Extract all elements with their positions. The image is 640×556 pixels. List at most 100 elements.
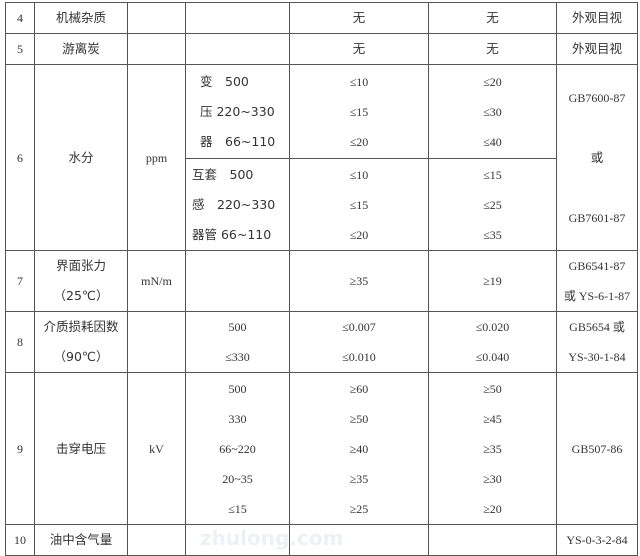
value-line: ≤25 bbox=[483, 197, 502, 212]
value-line: ≥35 bbox=[349, 471, 369, 486]
item-name: 击穿电压 bbox=[34, 372, 128, 525]
value-in-service: ≤20 ≤30 ≤40 bbox=[428, 64, 557, 159]
value-in-service: ≤0.020 ≤0.040 bbox=[428, 311, 557, 373]
value-new-oil bbox=[289, 524, 429, 556]
test-standard: GB507-86 bbox=[556, 372, 638, 525]
value-line: ≤0.010 bbox=[342, 350, 376, 364]
value-in-service: ≥19 bbox=[428, 250, 557, 312]
oil-quality-table: 4 机械杂质 无 无 外观目视 5 游离炭 无 无 外观目视 6 水分 ppm … bbox=[5, 2, 638, 556]
item-line: 介质损耗因数 bbox=[43, 319, 119, 334]
table-row: 10 油中含气量 YS-0-3-2-84 bbox=[5, 524, 638, 556]
standard-line: 或 bbox=[590, 149, 604, 165]
table-row: 5 游离炭 无 无 外观目视 bbox=[5, 33, 638, 65]
value-line: ≥45 bbox=[483, 411, 502, 426]
table-row: 9 击穿电压 kV 500 330 66~220 20~35 ≤15 ≥60 ≥… bbox=[5, 372, 638, 525]
condition-line: 66~220 bbox=[219, 441, 256, 456]
row-number: 7 bbox=[5, 250, 35, 312]
row-number: 9 bbox=[5, 372, 35, 525]
condition-line: 压 220~330 bbox=[200, 103, 275, 119]
row-number: 4 bbox=[5, 2, 35, 34]
table-row: 互套 500 感 220~330 器管 66~110 ≤10 ≤15 ≤20 ≤… bbox=[6, 158, 638, 251]
value-line: ≤20 bbox=[349, 134, 369, 149]
condition: 500 330 66~220 20~35 ≤15 bbox=[185, 372, 290, 525]
condition-transformer-bushing: 互套 500 感 220~330 器管 66~110 bbox=[185, 158, 290, 251]
value-in-service: 无 bbox=[428, 33, 557, 65]
value-in-service: ≤15 ≤25 ≤35 bbox=[428, 158, 557, 251]
condition-line: 器 66~110 bbox=[200, 133, 276, 149]
row-number: 5 bbox=[5, 33, 35, 65]
standard-line: GB6541-87 bbox=[568, 259, 626, 273]
unit: ppm bbox=[127, 64, 186, 251]
unit bbox=[127, 2, 186, 34]
unit: mN/m bbox=[127, 250, 186, 312]
value-line: ≥50 bbox=[483, 381, 502, 396]
condition-line: 器管 66~110 bbox=[192, 226, 272, 242]
table-row: 4 机械杂质 无 无 外观目视 bbox=[5, 2, 638, 34]
condition-line: 330 bbox=[228, 411, 247, 426]
item-name: 游离炭 bbox=[34, 33, 128, 65]
value-new-oil: 无 bbox=[289, 2, 429, 34]
condition bbox=[185, 250, 290, 312]
row-number: 10 bbox=[5, 524, 35, 556]
item-name: 介质损耗因数 （90℃） bbox=[34, 311, 128, 373]
item-name: 水分 bbox=[34, 64, 128, 251]
unit bbox=[127, 524, 186, 556]
value-line: ≤15 bbox=[349, 104, 369, 119]
item-line: （90℃） bbox=[53, 349, 109, 364]
value-line: ≤0.007 bbox=[342, 320, 376, 334]
condition bbox=[185, 524, 290, 556]
value-line: ≥50 bbox=[349, 411, 369, 426]
value-line: ≥40 bbox=[349, 441, 369, 456]
table-row: 7 界面张力 （25℃） mN/m ≥35 ≥19 GB6541-87 或 YS… bbox=[5, 250, 638, 312]
condition-line: 互套 500 bbox=[192, 166, 254, 182]
table-row: 8 介质损耗因数 （90℃） 500 ≤330 ≤0.007 ≤0.010 ≤0… bbox=[5, 311, 638, 373]
value-line: ≤0.040 bbox=[475, 350, 510, 364]
value-line: ≤10 bbox=[349, 74, 369, 89]
standard-line: GB7601-87 bbox=[568, 210, 626, 225]
item-line: （25℃） bbox=[53, 288, 109, 303]
value-line: ≤15 bbox=[483, 167, 502, 182]
test-standard: GB5654 或 YS-30-1-84 bbox=[556, 311, 638, 373]
value-new-oil: ≥35 bbox=[289, 250, 429, 312]
condition-transformer: 变 500 压 220~330 器 66~110 bbox=[185, 64, 290, 159]
value-new-oil: ≤10 ≤15 ≤20 bbox=[289, 64, 429, 159]
table-row: 6 水分 ppm 变 500 压 220~330 器 66~110 ≤10 ≤1… bbox=[5, 64, 638, 251]
condition: 500 ≤330 bbox=[185, 311, 290, 373]
standard-line: 或 YS-6-1-87 bbox=[563, 289, 631, 303]
test-standard: 外观目视 bbox=[556, 33, 638, 65]
value-line: ≥20 bbox=[483, 501, 502, 516]
unit bbox=[127, 33, 186, 65]
condition-line: 变 500 bbox=[200, 73, 249, 89]
value-new-oil: 无 bbox=[289, 33, 429, 65]
value-line: ≤20 bbox=[349, 227, 369, 242]
standard-line: YS-30-1-84 bbox=[568, 350, 626, 364]
value-line: ≥60 bbox=[349, 381, 369, 396]
standard-line: GB7600-87 bbox=[568, 90, 626, 105]
item-name: 油中含气量 bbox=[34, 524, 128, 556]
value-line: ≤10 bbox=[349, 167, 369, 182]
value-line: ≤0.020 bbox=[475, 320, 510, 334]
value-in-service bbox=[428, 524, 557, 556]
value-line: ≥25 bbox=[349, 501, 369, 516]
condition-line: 500 bbox=[228, 381, 247, 396]
value-line: ≤20 bbox=[483, 74, 502, 89]
condition-line: 20~35 bbox=[222, 471, 253, 486]
item-name: 机械杂质 bbox=[34, 2, 128, 34]
value-new-oil: ≥60 ≥50 ≥40 ≥35 ≥25 bbox=[289, 372, 429, 525]
standard-line: GB5654 或 bbox=[569, 320, 625, 334]
value-new-oil: ≤10 ≤15 ≤20 bbox=[289, 158, 429, 251]
value-in-service: ≥50 ≥45 ≥35 ≥30 ≥20 bbox=[428, 372, 557, 525]
test-standard: GB7600-87 或 GB7601-87 bbox=[556, 64, 638, 251]
unit: kV bbox=[127, 372, 186, 525]
unit bbox=[127, 311, 186, 373]
value-in-service: 无 bbox=[428, 2, 557, 34]
value-line: ≤35 bbox=[483, 227, 502, 242]
value-line: ≤30 bbox=[483, 104, 502, 119]
condition bbox=[185, 2, 290, 34]
condition-line: ≤15 bbox=[228, 501, 247, 516]
condition-line: ≤330 bbox=[225, 350, 250, 364]
test-standard: YS-0-3-2-84 bbox=[556, 524, 638, 556]
value-new-oil: ≤0.007 ≤0.010 bbox=[289, 311, 429, 373]
condition-line: 500 bbox=[228, 320, 247, 334]
value-line: ≤40 bbox=[483, 134, 502, 149]
